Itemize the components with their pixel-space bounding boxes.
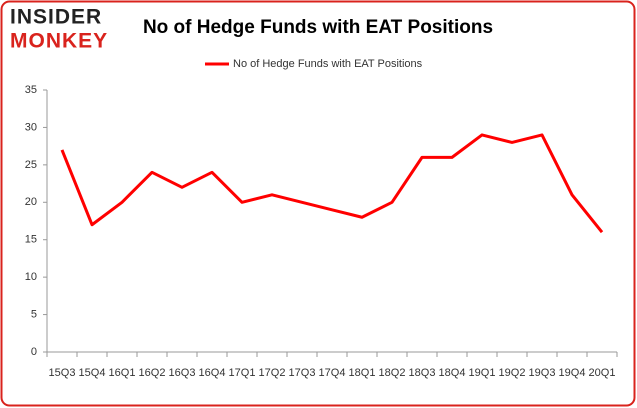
line bbox=[60, 133, 604, 234]
chart-title: No of Hedge Funds with EAT Positions bbox=[143, 17, 493, 38]
logo-top: INSIDER bbox=[10, 6, 102, 29]
x-tick-label: 15Q4 bbox=[79, 367, 106, 379]
x-tick-label: 19Q1 bbox=[469, 367, 496, 379]
x-tick-label: 19Q2 bbox=[499, 367, 526, 379]
x-tick-label: 18Q2 bbox=[379, 367, 406, 379]
legend-label: No of Hedge Funds with EAT Positions bbox=[233, 58, 423, 70]
y-tick-label: 30 bbox=[25, 121, 37, 133]
x-tick-label: 17Q4 bbox=[319, 367, 346, 379]
x-tick-label: 17Q2 bbox=[259, 367, 286, 379]
x-tick-label: 18Q3 bbox=[409, 367, 436, 379]
x-tick-label: 18Q4 bbox=[439, 367, 466, 379]
x-tick-label: 20Q1 bbox=[589, 367, 616, 379]
y-tick-label: 20 bbox=[25, 196, 37, 208]
x-tick-label: 16Q3 bbox=[169, 367, 196, 379]
y-tick-label: 35 bbox=[25, 84, 37, 96]
x-tick-label: 18Q1 bbox=[349, 367, 376, 379]
y-tick-label: 5 bbox=[31, 308, 37, 320]
x-tick-label: 16Q1 bbox=[109, 367, 136, 379]
x-tick-label: 16Q4 bbox=[199, 367, 226, 379]
x-tick-label: 17Q3 bbox=[289, 367, 316, 379]
x-tick-label: 17Q1 bbox=[229, 367, 256, 379]
y-tick-label: 10 bbox=[25, 271, 37, 283]
x-tick-label: 19Q4 bbox=[559, 367, 586, 379]
x-tick-label: 16Q2 bbox=[139, 367, 166, 379]
y-tick-label: 0 bbox=[31, 346, 37, 358]
logo-bottom: MONKEY bbox=[10, 30, 108, 53]
x-tick-label: 19Q3 bbox=[529, 367, 556, 379]
y-tick-label: 25 bbox=[25, 159, 37, 171]
y-tick-label: 15 bbox=[25, 234, 37, 246]
x-tick-label: 15Q3 bbox=[49, 367, 76, 379]
